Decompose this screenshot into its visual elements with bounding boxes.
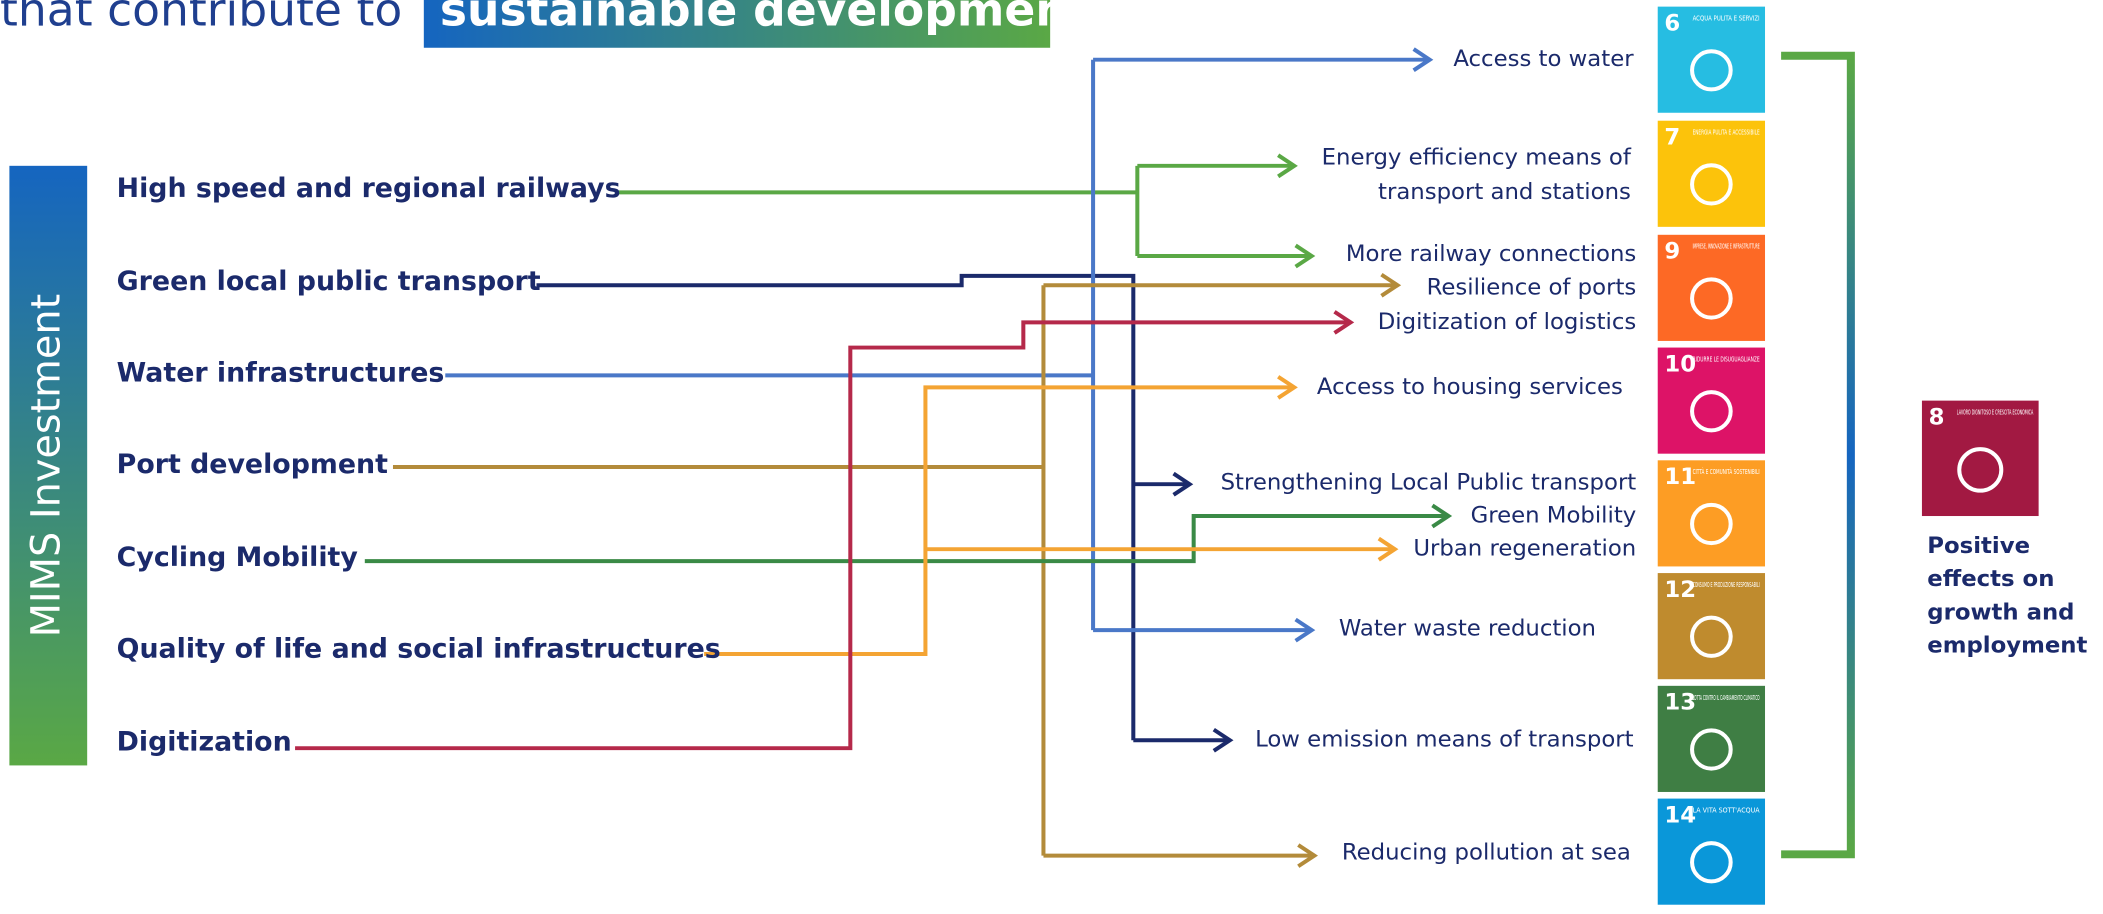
investment-label: Quality of life and social infrastructur… xyxy=(117,634,721,665)
outcome-label: Access to housing services xyxy=(1317,374,1623,400)
arrowhead xyxy=(1431,503,1453,529)
goal-icon xyxy=(1690,277,1733,320)
goal-icon xyxy=(1690,728,1733,771)
arrowhead xyxy=(1297,843,1319,868)
goal-tile xyxy=(1657,347,1766,454)
goal-tile xyxy=(1657,685,1766,792)
goal-tile xyxy=(1657,573,1766,680)
goal-icon xyxy=(1690,502,1733,546)
outcome-label: transport and stations xyxy=(1378,179,1631,205)
goal-number: 11 xyxy=(1664,464,1696,490)
sidebar-label: MIMS Investment xyxy=(23,294,69,638)
outcome-label: Urban regeneration xyxy=(1413,536,1636,562)
bracket xyxy=(1781,51,1855,859)
goal-label: IMPRESE, INNOVAZIONE E INFRASTRUTTURE xyxy=(1693,243,1760,251)
sidebar xyxy=(9,165,88,766)
connector xyxy=(704,385,1295,656)
investment-label: High speed and regional railways xyxy=(117,173,621,204)
goal-tile xyxy=(1657,460,1766,567)
arrowhead xyxy=(1412,47,1434,72)
goal-number: 8 xyxy=(1929,404,1945,430)
title-lead: that contribute to xyxy=(0,0,402,37)
goal-icon xyxy=(1690,163,1733,206)
goal-label: CONSUMO E PRODUZIONE RESPONSABILI xyxy=(1693,581,1760,589)
goal-number: 7 xyxy=(1664,125,1680,151)
outcome-label: Green Mobility xyxy=(1471,503,1637,529)
investment-label: Green local public transport xyxy=(117,266,541,297)
investment-label: Digitization xyxy=(117,726,292,757)
goal-number: 14 xyxy=(1664,802,1696,828)
goal-icon xyxy=(1690,390,1733,433)
outcome-label: Resilience of ports xyxy=(1427,274,1637,300)
goal-tile xyxy=(1657,798,1766,905)
goal-label: RIDURRE LE DISUGUAGLIANZE xyxy=(1693,356,1760,364)
investment-label: Port development xyxy=(117,449,388,480)
goal-tile xyxy=(1921,400,2039,517)
connector xyxy=(295,320,1351,751)
outcome-label: More railway connections xyxy=(1346,241,1636,267)
effect-text: employment xyxy=(1927,633,2087,659)
effect-text: effects on xyxy=(1927,566,2054,592)
goal-number: 13 xyxy=(1664,690,1696,716)
outcome-label: Low emission means of transport xyxy=(1255,727,1634,753)
goal-tile xyxy=(1657,6,1766,113)
investment-label: Water infrastructures xyxy=(117,358,445,389)
outcome-label: Water waste reduction xyxy=(1339,615,1596,641)
arrowhead xyxy=(1277,153,1298,179)
effect-text: growth and xyxy=(1927,599,2074,625)
goal-icon xyxy=(1690,615,1733,658)
goal-tile xyxy=(1657,234,1766,341)
goal-label: ENERGIA PULITA E ACCESSIBILE xyxy=(1693,129,1760,137)
outcome-label: Reducing pollution at sea xyxy=(1342,840,1631,866)
goal-number: 12 xyxy=(1664,577,1696,603)
goal-icon xyxy=(1690,49,1733,92)
goal-icon xyxy=(1690,841,1733,884)
goal-label: CITTÀ E COMUNITÀ SOSTENIBILI xyxy=(1693,467,1760,476)
outcome-label: Digitization of logistics xyxy=(1378,309,1637,335)
effect-text: Positive xyxy=(1927,533,2030,559)
arrowhead xyxy=(1172,471,1194,497)
connectors xyxy=(295,47,1453,868)
goal-tile xyxy=(1657,120,1766,227)
arrowhead xyxy=(1294,617,1316,643)
arrowhead xyxy=(1294,243,1316,269)
goal-number: 9 xyxy=(1664,239,1680,265)
arrowhead xyxy=(1277,375,1298,400)
connector xyxy=(536,273,1136,741)
goal-label: LA VITA SOTT'ACQUA xyxy=(1693,807,1760,815)
goal-label: ACQUA PULITA E SERVIZI xyxy=(1693,15,1760,23)
goal-icon xyxy=(1957,447,2004,493)
goal-label: LOTTA CONTRO IL CAMBIAMENTO CLIMATICO xyxy=(1693,694,1760,702)
connector xyxy=(364,514,1449,564)
outcome-label: Strengthening Local Public transport xyxy=(1221,469,1637,495)
arrowhead xyxy=(1333,310,1355,335)
investment-label: Cycling Mobility xyxy=(117,542,358,573)
title-highlight-box xyxy=(423,0,1051,48)
arrowhead xyxy=(1377,536,1399,562)
goal-label: LAVORO DIGNITOSO E CRESCITA ECONOMICA xyxy=(1957,409,2034,417)
goal-number: 10 xyxy=(1664,351,1696,377)
arrowhead xyxy=(1212,727,1234,753)
outcome-label: Access to water xyxy=(1453,46,1634,72)
title-highlight: sustainable development xyxy=(440,0,1090,37)
arrowhead xyxy=(1380,272,1402,298)
outcome-label: Energy efficiency means of xyxy=(1322,144,1632,170)
goal-number: 6 xyxy=(1664,10,1680,36)
